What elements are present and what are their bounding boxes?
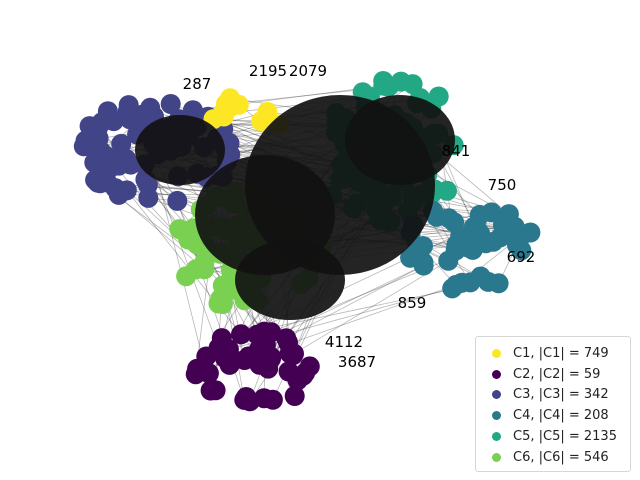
graph-node-c3 bbox=[88, 117, 108, 138]
legend-label: C3, |C3| = 342 bbox=[513, 387, 609, 403]
graph-node-c4 bbox=[413, 255, 434, 276]
graph-node-c1 bbox=[228, 94, 249, 115]
node-label: 287 bbox=[183, 75, 212, 93]
legend-item: C5, |C5| = 2135 bbox=[484, 426, 622, 447]
legend-label: C4, |C4| = 208 bbox=[513, 408, 609, 424]
graph-node-c4 bbox=[438, 250, 459, 271]
graph-node-c2 bbox=[299, 356, 320, 377]
graph-node-c2 bbox=[283, 345, 304, 366]
node-label: 2195 bbox=[249, 62, 287, 80]
node-label-layer: 2195 2079 287 841 750 692 859 4112 3687 bbox=[183, 62, 536, 371]
node-label: 692 bbox=[507, 248, 536, 266]
graph-node-c4 bbox=[450, 226, 471, 246]
legend: C1, |C1| = 749 C2, |C2| = 59 C3, |C3| = 34… bbox=[475, 336, 631, 472]
graph-node-c3 bbox=[111, 133, 132, 154]
legend-label: C5, |C5| = 2135 bbox=[513, 429, 617, 445]
legend-marker-icon bbox=[492, 411, 501, 421]
overlapping-labels bbox=[345, 95, 455, 185]
graph-node-c2 bbox=[254, 321, 275, 342]
graph-node-c3 bbox=[160, 94, 181, 114]
node-label: 841 bbox=[442, 142, 471, 160]
graph-node-c2 bbox=[208, 337, 229, 358]
graph-node-c4 bbox=[452, 272, 472, 293]
legend-item: C3, |C3| = 342 bbox=[484, 385, 622, 406]
overlapping-labels bbox=[135, 115, 225, 185]
graph-node-c2 bbox=[205, 380, 226, 401]
graph-node-c2 bbox=[287, 370, 308, 391]
graph-node-c2 bbox=[249, 354, 270, 375]
node-label: 859 bbox=[398, 294, 427, 312]
legend-label: C2, |C2| = 59 bbox=[513, 366, 601, 382]
graph-node-c4 bbox=[438, 208, 459, 229]
graph-node-c3 bbox=[94, 145, 115, 165]
graph-node-c5 bbox=[391, 71, 411, 92]
graph-node-c6 bbox=[194, 251, 215, 272]
graph-node-c4 bbox=[469, 204, 490, 225]
graph-node-c3 bbox=[138, 187, 159, 208]
node-label: 2079 bbox=[289, 62, 327, 80]
graph-node-c2 bbox=[185, 364, 206, 385]
graph-node-c2 bbox=[262, 389, 283, 410]
graph-node-c3 bbox=[103, 111, 124, 132]
graph-node-c4 bbox=[483, 231, 504, 252]
graph-node-c3 bbox=[120, 109, 141, 130]
graph-node-c1 bbox=[213, 101, 234, 122]
legend-marker-icon bbox=[492, 369, 501, 379]
legend-marker-icon bbox=[492, 348, 501, 358]
node-label: 3687 bbox=[338, 353, 376, 371]
graph-node-c2 bbox=[284, 386, 305, 406]
node-label: 4112 bbox=[325, 333, 363, 351]
graph-node-c3 bbox=[108, 155, 129, 176]
legend-item: C1, |C1| = 749 bbox=[484, 343, 622, 364]
graph-node-c6 bbox=[174, 221, 195, 242]
dense-label-cluster bbox=[135, 95, 455, 320]
node-label: 750 bbox=[488, 176, 517, 194]
legend-item: C2, |C2| = 59 bbox=[484, 364, 622, 385]
graph-node-c3 bbox=[73, 136, 94, 157]
legend-marker-icon bbox=[492, 390, 501, 400]
legend-marker-icon bbox=[492, 452, 501, 462]
graph-node-c2 bbox=[276, 328, 297, 349]
overlapping-labels bbox=[235, 240, 345, 320]
graph-node-c2 bbox=[231, 324, 251, 345]
graph-node-c2 bbox=[236, 387, 257, 407]
legend-item: C4, |C4| = 208 bbox=[484, 405, 622, 426]
graph-node-c3 bbox=[167, 190, 188, 211]
graph-node-c4 bbox=[504, 216, 525, 237]
graph-edge bbox=[293, 260, 449, 355]
legend-marker-icon bbox=[492, 432, 501, 442]
graph-node-c3 bbox=[140, 97, 161, 118]
graph-node-c4 bbox=[407, 238, 428, 259]
legend-item: C6, |C6| = 546 bbox=[484, 447, 622, 468]
graph-node-c4 bbox=[507, 235, 527, 255]
graph-node-c1 bbox=[251, 111, 272, 132]
graph-node-c5 bbox=[437, 180, 457, 201]
graph-node-c3 bbox=[108, 184, 129, 205]
legend-label: C6, |C6| = 546 bbox=[513, 449, 609, 465]
legend-label: C1, |C1| = 749 bbox=[513, 345, 609, 361]
